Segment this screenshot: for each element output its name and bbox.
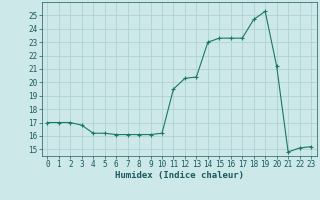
X-axis label: Humidex (Indice chaleur): Humidex (Indice chaleur) [115, 171, 244, 180]
